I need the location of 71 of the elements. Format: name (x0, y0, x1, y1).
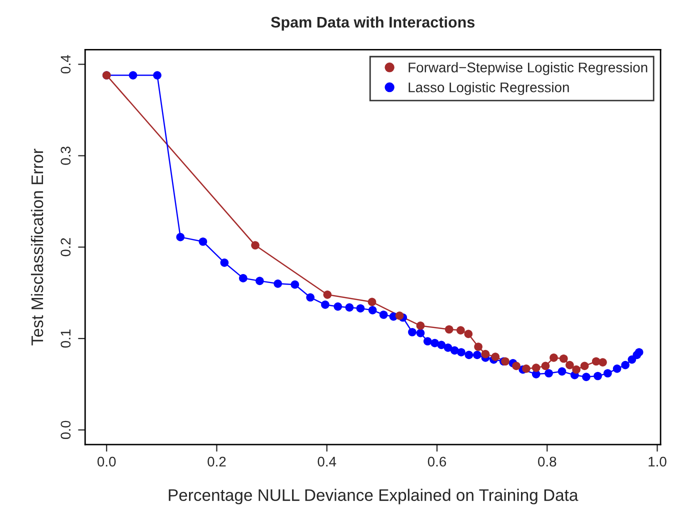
point (604, 369, 612, 378)
point (321, 300, 330, 309)
point (430, 338, 439, 348)
point (512, 362, 520, 370)
point (356, 304, 365, 313)
x-tick-label: 0.2 (208, 456, 226, 467)
x-tick-label: 0.6 (428, 456, 446, 467)
point (559, 354, 568, 363)
point (274, 280, 282, 288)
point (456, 326, 465, 334)
point (176, 232, 185, 242)
point (220, 258, 229, 267)
x-tick-label: 1.0 (648, 456, 666, 467)
point (251, 241, 260, 250)
point (437, 340, 446, 350)
point (612, 364, 622, 373)
point (395, 312, 404, 320)
y-axis-title: Test Misclassification Error (30, 148, 44, 346)
point (541, 362, 550, 370)
point (491, 352, 500, 361)
x-tick-label: 0.8 (538, 456, 556, 467)
y-tick-label: 0.3 (60, 146, 71, 165)
y-tick-label: 0.0 (60, 420, 71, 440)
point (582, 372, 590, 382)
point (444, 343, 452, 352)
point (464, 330, 473, 338)
point (598, 358, 607, 366)
point (379, 310, 388, 319)
point (444, 325, 454, 334)
point (423, 337, 432, 346)
point (368, 298, 376, 306)
point (450, 346, 459, 355)
point (522, 364, 530, 373)
point (580, 362, 589, 370)
point (572, 365, 580, 374)
point (481, 350, 490, 358)
point (544, 369, 553, 378)
x-axis-title: Percentage NULL Deviance Explained on Training Data (168, 488, 578, 504)
point (368, 306, 377, 314)
point (153, 71, 162, 80)
point (334, 302, 342, 311)
point (290, 280, 300, 289)
point (532, 364, 540, 372)
point (416, 322, 425, 330)
x-tick-label: 0.4 (318, 456, 336, 467)
point (464, 350, 474, 360)
point (558, 367, 566, 376)
point (408, 328, 416, 336)
point (256, 276, 264, 286)
point (345, 303, 354, 312)
x-tick-label: 0.0 (97, 456, 116, 467)
point (594, 372, 602, 380)
point (128, 71, 138, 80)
point (457, 348, 466, 356)
point (306, 293, 315, 302)
chart-title: Spam Data with Interactions (270, 16, 475, 31)
point (566, 360, 574, 370)
y-tick-label: 0.1 (60, 330, 71, 348)
point (634, 348, 644, 356)
y-tick-label: 0.2 (60, 238, 71, 256)
point (323, 290, 332, 299)
legend-label: Forward−Stepwise Logistic Regression (408, 62, 648, 76)
point (416, 328, 425, 338)
legend-label: Lasso Logistic Regression (408, 82, 569, 96)
point (550, 354, 558, 362)
point (474, 342, 482, 351)
point (198, 237, 208, 246)
y-tick-label: 0.4 (60, 55, 71, 74)
point (239, 274, 248, 282)
point (621, 360, 630, 370)
point (473, 350, 482, 360)
